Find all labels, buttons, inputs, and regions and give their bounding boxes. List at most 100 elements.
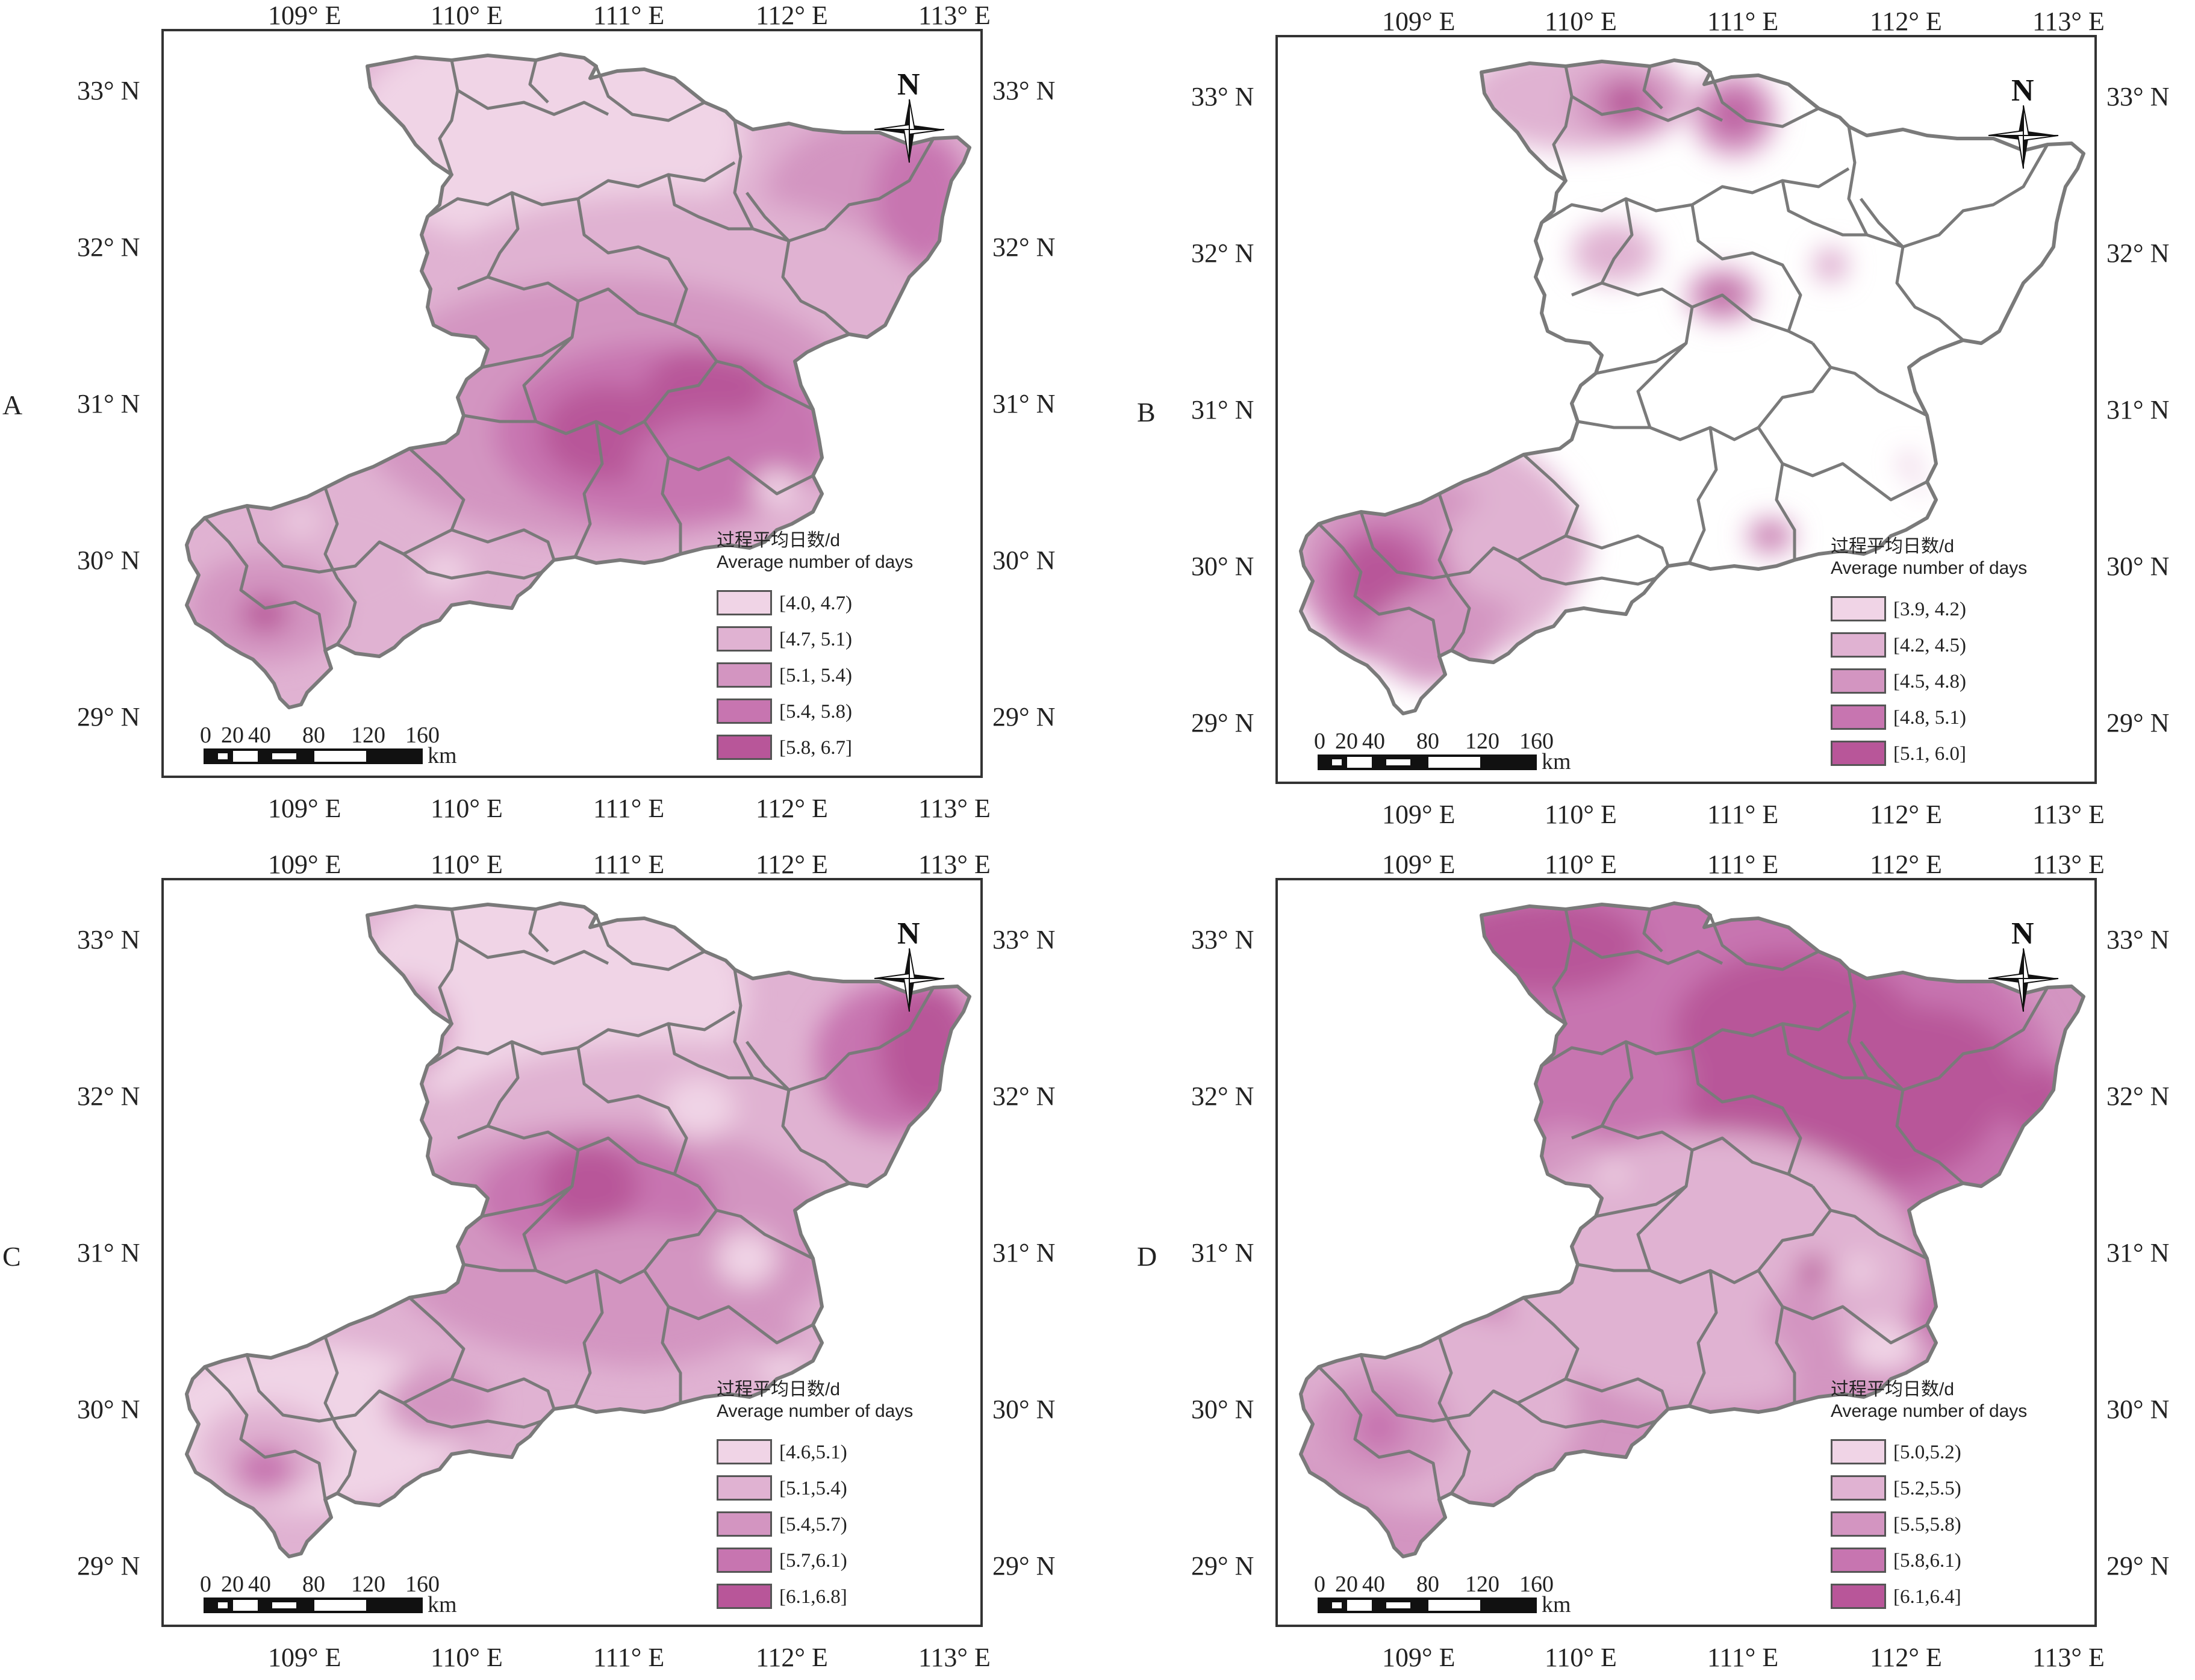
right-lat-label: 32° N [992, 1081, 1055, 1111]
map-svg: 109° E 109° E 110° E 110° E 111° E 111° E 112°… [77, 850, 1055, 1672]
bottom-lon-label: 109° E [268, 1643, 341, 1672]
legend-swatch [1831, 705, 1886, 730]
legend-item: [5.8, 6.7] [717, 735, 909, 762]
right-lat-label: 30° N [992, 1395, 1055, 1424]
right-lat-label: 33° N [2106, 925, 2169, 954]
scale-tick-label: 40 [248, 1572, 271, 1597]
scale-tick-label: 0 [200, 1572, 211, 1597]
bottom-lon-label: 112° E [1870, 800, 1942, 829]
legend-label: [5.4, 5.8) [779, 701, 852, 723]
top-lon-label: 113° E [918, 1, 991, 30]
bottom-lon-label: 113° E [918, 794, 991, 823]
map-frame [1275, 35, 2097, 784]
left-lat-label: 32° N [1191, 1081, 1254, 1111]
right-lat-label: 30° N [2106, 1395, 2169, 1424]
legend-item: [6.1,6.4] [1831, 1584, 2023, 1611]
legend-label: [5.1, 6.0] [1893, 743, 1966, 765]
legend-swatch [717, 1584, 772, 1609]
top-lon-label: 110° E [1545, 850, 1617, 879]
svg-text:N: N [2011, 916, 2034, 951]
left-lat-label: 31° N [1191, 1238, 1254, 1268]
legend-item: [4.8, 5.1) [1831, 705, 2023, 732]
right-lat-label: 33° N [2106, 82, 2169, 111]
bottom-lon-label: 109° E [1382, 800, 1455, 829]
legend-swatch [717, 1548, 772, 1573]
legend-label: [5.8, 6.7] [779, 737, 852, 759]
bottom-lon-label: 113° E [918, 1643, 991, 1672]
left-lat-label: 30° N [77, 546, 140, 575]
scale-tick-label: 40 [248, 723, 271, 748]
legend-item: [5.2,5.5) [1831, 1475, 2023, 1503]
legend-swatch [1831, 668, 1886, 694]
legend-label: [6.1,6.4] [1893, 1586, 1961, 1608]
legend-item: [5.7,6.1) [717, 1548, 909, 1575]
scale-tick-label: 20 [1335, 729, 1358, 754]
svg-text:N: N [2011, 73, 2034, 108]
left-lat-label: 32° N [77, 1081, 140, 1111]
map-svg: 109° E 109° E 110° E 110° E 111° E 111° E 112°… [77, 1, 1055, 823]
legend-label: [3.9, 4.2) [1893, 599, 1966, 620]
left-lat-label: 29° N [1191, 708, 1254, 738]
legend: 过程平均日数/d Average number of days [4.0, 4.7)… [717, 530, 970, 771]
left-lat-label: 29° N [1191, 1551, 1254, 1581]
legend-label: [4.5, 4.8) [1893, 671, 1966, 692]
region-outline [1299, 58, 2085, 715]
top-lon-label: 111° E [593, 850, 664, 879]
map-svg: 109° E 109° E 110° E 110° E 111° E 111° E 112°… [1191, 7, 2169, 829]
legend-label: [4.0, 4.7) [779, 593, 852, 614]
top-lon-label: 111° E [1707, 7, 1778, 36]
legend-swatch [717, 1439, 772, 1464]
legend-title-en: Average number of days [1831, 1401, 2028, 1421]
legend-item: [5.8,6.1) [1831, 1548, 2023, 1575]
legend-item: [3.9, 4.2) [1831, 596, 2023, 624]
left-lat-label: 29° N [77, 1551, 140, 1581]
legend-label: [5.2,5.5) [1893, 1478, 1961, 1499]
scale-tick-label: 80 [1416, 1572, 1439, 1597]
scale-tick-label: 0 [200, 723, 211, 748]
top-lon-label: 109° E [268, 1, 341, 30]
left-lat-label: 33° N [77, 76, 140, 105]
scale-tick-label: 20 [1335, 1572, 1358, 1597]
left-lat-label: 33° N [1191, 82, 1254, 111]
bottom-lon-label: 112° E [1870, 1643, 1942, 1672]
top-lon-label: 112° E [1870, 850, 1942, 879]
legend-swatch [1831, 1584, 1886, 1609]
right-lat-label: 29° N [2106, 708, 2169, 738]
bottom-lon-label: 110° E [1545, 1643, 1617, 1672]
right-lat-label: 32° N [2106, 238, 2169, 268]
right-lat-label: 29° N [2106, 1551, 2169, 1581]
scale-tick-label: 120 [351, 723, 385, 748]
bottom-lon-label: 113° E [2032, 800, 2105, 829]
bottom-lon-label: 110° E [431, 794, 503, 823]
legend-item: [5.0,5.2) [1831, 1439, 2023, 1467]
top-lon-label: 113° E [918, 850, 991, 879]
legend-title-en: Average number of days [717, 1401, 914, 1421]
legend-swatch [1831, 741, 1886, 766]
bottom-lon-label: 111° E [593, 794, 664, 823]
legend-item: [4.7, 5.1) [717, 626, 909, 654]
legend-item: [4.0, 4.7) [717, 590, 909, 618]
legend-label: [4.8, 5.1) [1893, 707, 1966, 729]
right-lat-label: 29° N [992, 1551, 1055, 1581]
left-lat-label: 33° N [77, 925, 140, 954]
right-lat-label: 31° N [2106, 1238, 2169, 1268]
legend-label: [5.1, 5.4) [779, 665, 852, 686]
scale-tick-label: 80 [302, 1572, 325, 1597]
legend-label: [5.8,6.1) [1893, 1550, 1961, 1572]
left-lat-label: 32° N [1191, 238, 1254, 268]
right-lat-label: 33° N [992, 925, 1055, 954]
right-lat-label: 31° N [2106, 395, 2169, 425]
bottom-lon-label: 113° E [2032, 1643, 2105, 1672]
panel-label-b: B [1137, 397, 1156, 428]
map-frame [1275, 878, 2097, 1627]
legend-item: [6.1,6.8] [717, 1584, 909, 1611]
legend-item: [5.5,5.8) [1831, 1511, 2023, 1539]
top-lon-label: 111° E [593, 1, 664, 30]
left-lat-label: 30° N [1191, 552, 1254, 581]
map-panel-d: 109° E 109° E 110° E 110° E 111° E 111° E 112°… [1180, 849, 2195, 1680]
legend-swatch [717, 626, 772, 652]
scale-tick-label: 120 [1465, 1572, 1499, 1597]
legend-item: [4.5, 4.8) [1831, 668, 2023, 696]
